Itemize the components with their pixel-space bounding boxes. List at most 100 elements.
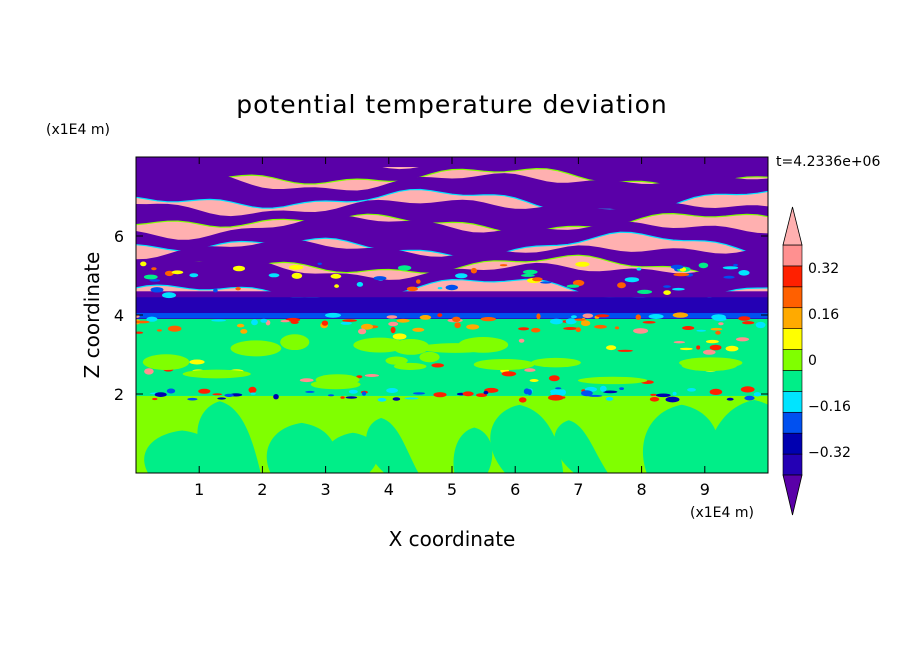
y-axis: 2 4 6 xyxy=(114,227,768,404)
colorbar-tick-label: 0.16 xyxy=(808,307,839,323)
field-blob xyxy=(619,387,624,390)
field-blob xyxy=(361,323,373,330)
colorbar-tick-label: 0.32 xyxy=(808,261,839,277)
field-blob xyxy=(397,265,412,271)
field-blob xyxy=(156,329,162,332)
field-plume xyxy=(266,422,336,473)
field-blob xyxy=(317,262,322,265)
field-blob xyxy=(633,328,649,334)
field-blob xyxy=(570,315,577,319)
field-blob xyxy=(151,267,157,271)
field-plume xyxy=(453,427,493,473)
field-blob xyxy=(755,321,766,329)
field-blob xyxy=(550,318,563,325)
field-blob xyxy=(624,277,640,283)
field-blob xyxy=(574,318,586,321)
field-patch xyxy=(315,374,360,386)
field-blob xyxy=(636,267,642,271)
field-blob xyxy=(672,312,689,318)
field-inversion xyxy=(136,297,768,314)
field-blob xyxy=(413,392,425,395)
field-blob xyxy=(470,267,477,274)
field-blob xyxy=(648,314,664,319)
field-blob xyxy=(149,279,161,282)
field-blob xyxy=(672,287,685,291)
colorbar-segment xyxy=(782,328,803,350)
field-blob xyxy=(713,317,727,321)
field-blob xyxy=(166,388,176,394)
field-blob xyxy=(189,273,199,278)
field-blob xyxy=(531,327,541,333)
field-blob xyxy=(390,326,396,334)
field-blob xyxy=(742,321,755,325)
field-plume xyxy=(554,420,608,473)
field-blob xyxy=(454,322,461,329)
field-blob xyxy=(321,320,329,326)
field-blob xyxy=(565,318,577,325)
field-patch xyxy=(578,376,648,385)
field-blob xyxy=(650,393,657,396)
y-axis-label: Z coordinate xyxy=(80,252,104,379)
x-tick-label: 3 xyxy=(321,480,331,499)
field-blob xyxy=(452,316,461,322)
field-blob xyxy=(212,393,223,396)
field-blob xyxy=(167,325,182,332)
colorbar-segment xyxy=(782,370,803,392)
field-blob xyxy=(663,290,671,295)
field-blob xyxy=(364,374,379,377)
field-blob xyxy=(217,397,227,400)
field-blob xyxy=(655,393,671,398)
field-fringe xyxy=(136,212,768,234)
colorbar-over-arrow xyxy=(782,206,803,246)
field-blob xyxy=(521,273,535,277)
field-blob xyxy=(361,391,367,396)
y-tick-label: 6 xyxy=(114,227,124,246)
colorbar-segment xyxy=(782,286,803,309)
field-blob xyxy=(710,327,723,331)
x-tick-label: 6 xyxy=(510,480,520,499)
field-blob xyxy=(437,313,443,317)
field-blob xyxy=(342,319,357,322)
field-blob xyxy=(536,313,541,320)
field-blob xyxy=(143,274,158,280)
field-blob xyxy=(617,349,633,352)
y-tick-label: 2 xyxy=(114,385,124,404)
field-blob xyxy=(722,266,739,270)
colorbar-segment xyxy=(782,391,803,413)
field-blob xyxy=(595,314,610,318)
field-blob xyxy=(740,386,755,393)
x-axis-label: X coordinate xyxy=(389,527,516,551)
field-blob xyxy=(213,288,218,293)
field-stripe xyxy=(136,239,768,277)
field-blob xyxy=(563,327,578,330)
field-blob xyxy=(437,287,443,290)
field-blob xyxy=(412,327,425,332)
field-patch xyxy=(458,336,509,353)
field-blob xyxy=(572,279,585,287)
field-blob xyxy=(392,397,401,401)
field-blob xyxy=(518,397,527,403)
field-patch xyxy=(142,354,190,371)
time-label: t=4.2336e+06 xyxy=(776,154,880,170)
field-blob xyxy=(152,397,158,401)
colorbar-segment xyxy=(782,432,803,455)
field-blob xyxy=(330,273,342,279)
field-blob xyxy=(189,359,205,365)
field-blob xyxy=(687,388,696,392)
field-blob xyxy=(250,392,256,395)
field-blob xyxy=(392,333,407,340)
field-blob xyxy=(540,281,552,284)
field-blob xyxy=(325,312,341,318)
field-blob xyxy=(617,282,626,289)
field-blob xyxy=(483,390,489,395)
field-patch xyxy=(230,340,282,357)
field-blob xyxy=(642,321,656,324)
field-blob xyxy=(348,389,358,394)
field-blob xyxy=(753,392,762,397)
field-blob xyxy=(419,315,432,320)
x-tick-label: 5 xyxy=(447,480,457,499)
field-blob xyxy=(550,389,564,394)
field-blob xyxy=(637,289,653,294)
field-blob xyxy=(358,328,367,335)
x-tick-label: 2 xyxy=(257,480,267,499)
